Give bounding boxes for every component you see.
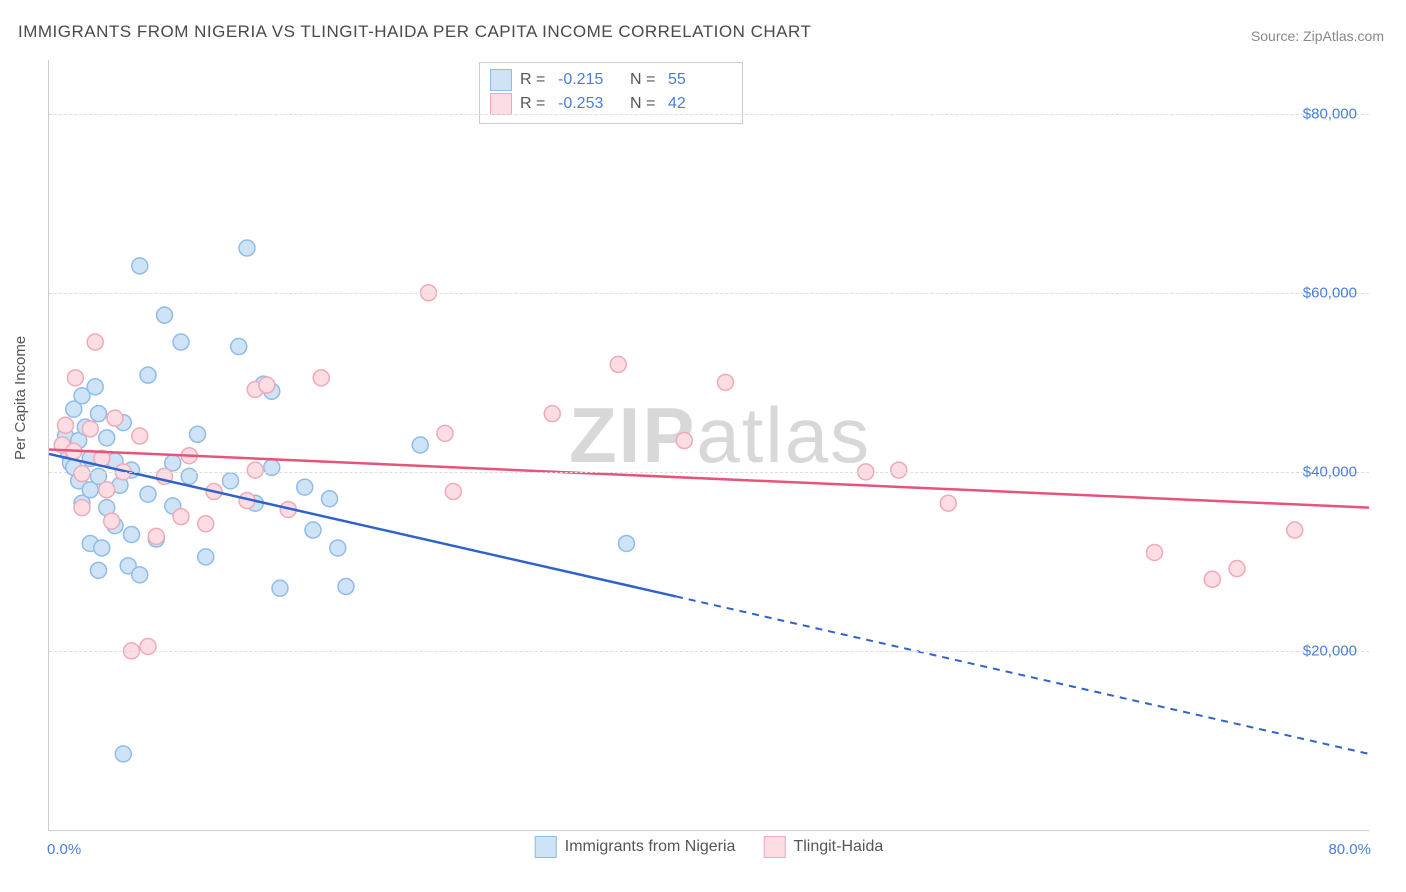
data-point-nigeria [322, 491, 338, 507]
data-point-tlingit [104, 513, 120, 529]
data-point-tlingit [82, 421, 98, 437]
data-point-tlingit [1287, 522, 1303, 538]
legend-n-value-2: 42 [668, 95, 732, 113]
legend-top-row-2: R = -0.253 N = 42 [490, 93, 732, 115]
data-point-nigeria [272, 580, 288, 596]
data-point-nigeria [132, 567, 148, 583]
data-point-nigeria [239, 240, 255, 256]
data-point-nigeria [231, 339, 247, 355]
data-point-nigeria [412, 437, 428, 453]
data-point-tlingit [1204, 571, 1220, 587]
gridline [49, 114, 1369, 115]
data-point-tlingit [198, 516, 214, 532]
data-point-nigeria [305, 522, 321, 538]
data-point-tlingit [313, 370, 329, 386]
data-point-tlingit [1229, 561, 1245, 577]
data-point-nigeria [264, 459, 280, 475]
data-point-tlingit [67, 370, 83, 386]
gridline [49, 293, 1369, 294]
data-point-tlingit [74, 466, 90, 482]
data-point-nigeria [115, 746, 131, 762]
legend-bottom-label-2: Tlingit-Haida [793, 838, 883, 856]
legend-r-label-1: R = [520, 71, 550, 89]
xtick-min: 0.0% [47, 841, 81, 858]
data-point-nigeria [173, 334, 189, 350]
data-point-tlingit [544, 406, 560, 422]
ytick-label: $60,000 [1303, 284, 1357, 301]
data-point-nigeria [190, 426, 206, 442]
source-label: Source: ZipAtlas.com [1251, 28, 1384, 44]
legend-bottom-swatch-1 [535, 836, 557, 858]
data-point-nigeria [99, 430, 115, 446]
legend-swatch-tlingit [490, 93, 512, 115]
legend-bottom-swatch-2 [763, 836, 785, 858]
data-point-tlingit [148, 528, 164, 544]
data-point-nigeria [94, 540, 110, 556]
legend-bottom-label-1: Immigrants from Nigeria [565, 838, 736, 856]
data-point-tlingit [99, 482, 115, 498]
legend-r-value-1: -0.215 [558, 71, 622, 89]
data-point-tlingit [445, 484, 461, 500]
data-point-nigeria [157, 307, 173, 323]
data-point-tlingit [1147, 544, 1163, 560]
data-point-nigeria [140, 486, 156, 502]
data-point-tlingit [58, 417, 74, 433]
data-point-nigeria [338, 578, 354, 594]
plot-svg [49, 60, 1369, 830]
data-point-tlingit [891, 462, 907, 478]
data-point-nigeria [91, 406, 107, 422]
data-point-nigeria [124, 527, 140, 543]
data-point-nigeria [140, 367, 156, 383]
data-point-nigeria [330, 540, 346, 556]
data-point-tlingit [132, 428, 148, 444]
data-point-nigeria [619, 535, 635, 551]
data-point-nigeria [87, 379, 103, 395]
legend-bottom-item-1: Immigrants from Nigeria [535, 836, 736, 858]
chart-title: IMMIGRANTS FROM NIGERIA VS TLINGIT-HAIDA… [18, 22, 811, 42]
data-point-tlingit [610, 356, 626, 372]
data-point-tlingit [74, 500, 90, 516]
data-point-nigeria [132, 258, 148, 274]
legend-n-value-1: 55 [668, 71, 732, 89]
legend-n-label-1: N = [630, 71, 660, 89]
data-point-nigeria [91, 562, 107, 578]
ytick-label: $20,000 [1303, 642, 1357, 659]
data-point-tlingit [87, 334, 103, 350]
data-point-nigeria [198, 549, 214, 565]
data-point-tlingit [718, 374, 734, 390]
legend-r-value-2: -0.253 [558, 95, 622, 113]
plot-area: ZIPatlas R = -0.215 N = 55 R = -0.253 N … [48, 60, 1369, 831]
ytick-label: $80,000 [1303, 105, 1357, 122]
data-point-nigeria [181, 468, 197, 484]
data-point-tlingit [676, 433, 692, 449]
data-point-tlingit [247, 462, 263, 478]
gridline [49, 651, 1369, 652]
ytick-label: $40,000 [1303, 463, 1357, 480]
trendline-dash-nigeria [676, 596, 1369, 753]
legend-r-label-2: R = [520, 95, 550, 113]
data-point-tlingit [107, 410, 123, 426]
y-axis-label: Per Capita Income [12, 336, 29, 460]
legend-bottom-item-2: Tlingit-Haida [763, 836, 883, 858]
data-point-tlingit [940, 495, 956, 511]
gridline [49, 472, 1369, 473]
data-point-tlingit [259, 377, 275, 393]
legend-bottom: Immigrants from Nigeria Tlingit-Haida [535, 836, 884, 858]
legend-top-row-1: R = -0.215 N = 55 [490, 69, 732, 91]
data-point-nigeria [297, 479, 313, 495]
data-point-tlingit [140, 638, 156, 654]
data-point-tlingit [173, 509, 189, 525]
data-point-nigeria [223, 473, 239, 489]
data-point-tlingit [437, 425, 453, 441]
legend-n-label-2: N = [630, 95, 660, 113]
legend-swatch-nigeria [490, 69, 512, 91]
xtick-max: 80.0% [1328, 841, 1371, 858]
